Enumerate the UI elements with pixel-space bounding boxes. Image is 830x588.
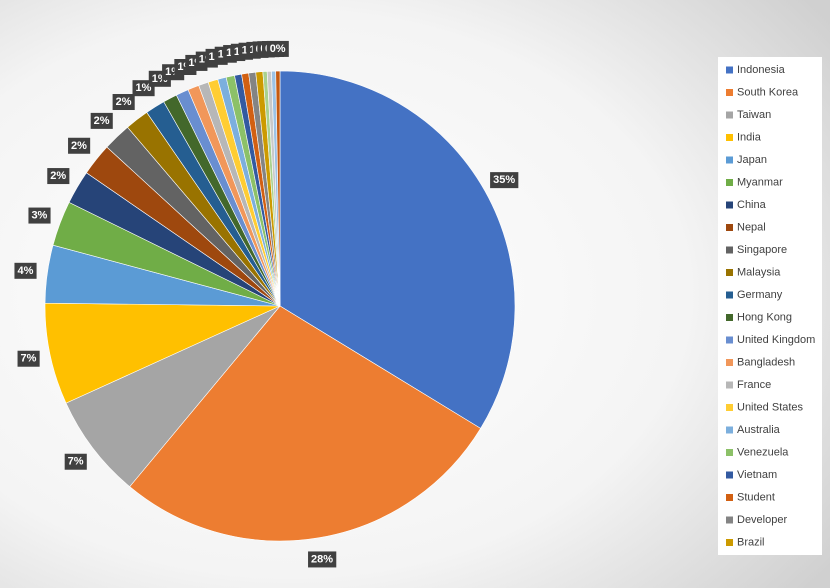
data-label: 7% [17, 350, 40, 367]
legend-label: Malaysia [737, 266, 781, 278]
legend-label: Germany [737, 289, 783, 301]
data-label-text: 3% [31, 210, 47, 222]
legend-label: United Kingdom [737, 334, 815, 346]
data-label-box [28, 207, 51, 224]
data-label-text: 1% [136, 82, 152, 94]
legend-swatch [726, 494, 733, 501]
slice [129, 305, 482, 542]
data-label-box [64, 453, 87, 470]
data-label-text: 2% [94, 115, 110, 127]
data-label: 0% [266, 40, 289, 57]
legend-label: France [737, 379, 771, 391]
legend-label: Taiwan [737, 109, 771, 121]
data-label-text: 2% [50, 170, 66, 182]
data-label: 28% [308, 551, 337, 568]
legend-label: Brazil [737, 536, 765, 548]
legend-swatch [726, 134, 733, 141]
slice [275, 70, 281, 307]
legend-label: China [737, 199, 767, 211]
data-label-box [490, 172, 519, 189]
legend-swatch [726, 179, 733, 186]
legend-label: Bangladesh [737, 356, 795, 368]
data-label-box [68, 137, 91, 154]
data-label: 7% [64, 453, 87, 470]
legend-label: Indonesia [737, 64, 786, 76]
legend-swatch [726, 89, 733, 96]
data-label: 2% [90, 112, 113, 129]
legend-swatch [726, 336, 733, 344]
legend-box [718, 57, 822, 555]
legend-label: Hong Kong [737, 311, 792, 323]
data-label-box [308, 551, 337, 568]
legend-label: Developer [737, 514, 787, 526]
data-label-box [112, 94, 135, 111]
legend-label: United States [737, 401, 804, 413]
data-label-text: 4% [17, 265, 33, 277]
data-label: 2% [47, 168, 70, 185]
legend-label: Student [737, 491, 775, 503]
data-label-text: 28% [311, 553, 333, 565]
pie [44, 70, 516, 542]
legend-swatch [726, 66, 733, 74]
data-label-box [266, 40, 289, 57]
data-label-text: 2% [116, 96, 132, 108]
legend-swatch [726, 404, 733, 411]
data-label-box [90, 112, 113, 129]
data-label-text: 0% [270, 43, 286, 55]
slice [44, 302, 281, 404]
legend-swatch [726, 539, 733, 546]
data-label: 35% [490, 172, 519, 189]
slice [279, 70, 516, 429]
legend-label: Japan [737, 154, 767, 166]
data-label-text: 35% [493, 174, 515, 186]
legend-swatch [726, 291, 733, 299]
legend-label: Myanmar [737, 176, 783, 188]
legend: Indonesia South Korea Taiwan India Japan Myan… [726, 64, 815, 548]
data-label: 1% [132, 80, 155, 97]
legend-label: Nepal [737, 221, 766, 233]
legend-swatch [726, 381, 733, 389]
data-label-text: 7% [21, 353, 37, 365]
legend-swatch [726, 471, 733, 479]
data-label: 2% [68, 137, 91, 154]
legend-swatch [726, 201, 733, 209]
slice [65, 305, 281, 488]
data-labels: 35%28%7%7%4%3%2%2%2%2%1%1%1%1%1%1%1%1%1%… [14, 40, 519, 568]
legend-swatch [726, 449, 733, 456]
legend-swatch [726, 246, 733, 254]
legend-label: Vietnam [737, 469, 777, 481]
data-label-text: 2% [71, 140, 87, 152]
data-label: 4% [14, 262, 37, 279]
data-label: 3% [28, 207, 51, 224]
data-label-box [17, 350, 40, 367]
legend-label: Venezuela [737, 446, 789, 458]
data-label-box [47, 168, 70, 185]
legend-label: Singapore [737, 244, 787, 256]
legend-swatch [726, 269, 733, 276]
legend-label: India [737, 131, 762, 143]
data-label-box [14, 262, 37, 279]
legend-swatch [726, 111, 733, 119]
data-label-text: 7% [68, 456, 84, 468]
legend-swatch [726, 224, 733, 231]
legend-swatch [726, 156, 733, 164]
data-label: 2% [112, 94, 135, 111]
legend-swatch [726, 314, 733, 321]
legend-label: Australia [737, 424, 781, 436]
legend-label: South Korea [737, 86, 799, 98]
legend-swatch [726, 516, 733, 524]
legend-swatch [726, 359, 733, 366]
legend-swatch [726, 426, 733, 434]
